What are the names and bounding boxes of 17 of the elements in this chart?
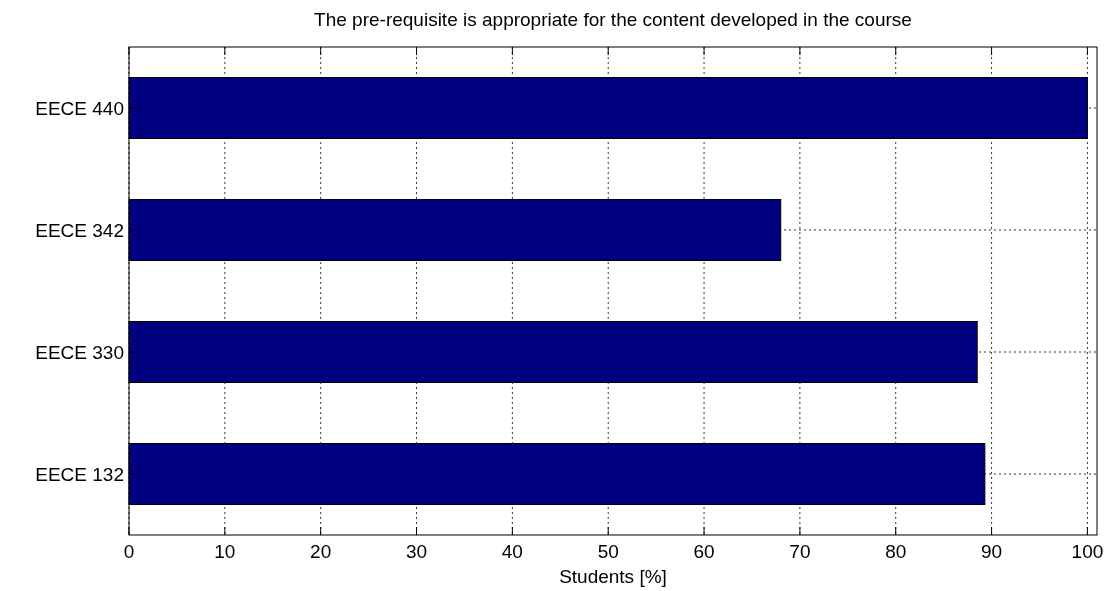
y-tick-label: EECE 132	[35, 463, 124, 485]
y-tick-label: EECE 330	[35, 341, 124, 363]
y-tick-label: EECE 440	[35, 97, 124, 119]
x-tick-label: 30	[405, 541, 428, 562]
x-tick-label: 50	[597, 541, 619, 562]
x-tick-label: 60	[693, 541, 715, 562]
x-tick-label: 90	[981, 541, 1003, 562]
x-tick-label: 100	[1071, 541, 1104, 562]
x-tick-label: 40	[501, 541, 523, 562]
x-tick-label: 80	[885, 541, 907, 562]
x-tick-label: 70	[789, 541, 811, 562]
x-axis-title: Students [%]	[559, 566, 667, 587]
x-tick-label: 0	[123, 541, 135, 562]
y-tick-label: EECE 342	[35, 219, 124, 241]
chart-title: The pre-requisite is appropriate for the content developed in the course	[314, 9, 912, 30]
x-tick-label: 20	[310, 541, 332, 562]
x-tick-label: 10	[214, 541, 236, 562]
